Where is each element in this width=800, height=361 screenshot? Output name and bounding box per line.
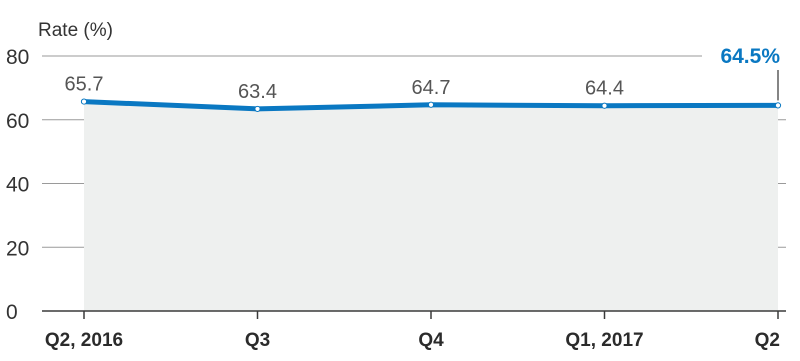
y-tick-label: 0	[6, 301, 18, 324]
axis-layer	[42, 310, 786, 319]
data-label: 64.7	[412, 77, 451, 99]
data-label: 65.7	[65, 74, 104, 96]
y-tick-label: 60	[6, 110, 29, 133]
x-tick-label: Q4	[418, 330, 444, 351]
area-layer	[84, 101, 778, 311]
label-layer: 0 20 40 60 80 Q2, 2016 Q3 Q4 Q1, 2017 Q2 65.7 63.4 6…	[6, 40, 790, 351]
x-tick-label: Q2, 2016	[45, 330, 123, 351]
y-axis-title: Rate (%)	[38, 20, 113, 41]
data-point	[427, 101, 435, 108]
data-point	[774, 102, 782, 109]
y-tick-label: 80	[6, 46, 29, 69]
area-fill	[84, 101, 778, 311]
x-tick-label: Q3	[245, 330, 270, 351]
highlight-data-label: 64.5%	[720, 45, 780, 68]
y-tick-label: 20	[6, 237, 29, 260]
line-layer	[80, 98, 782, 113]
data-label: 63.4	[238, 81, 277, 103]
data-point	[601, 102, 608, 109]
data-point	[254, 105, 261, 113]
data-point	[80, 98, 88, 105]
x-tick-label: Q2	[755, 330, 780, 351]
y-tick-label: 40	[6, 174, 29, 197]
x-tick-label: Q1, 2017	[565, 330, 643, 351]
data-label: 64.4	[585, 78, 624, 100]
highlight-label-bg	[702, 40, 790, 70]
